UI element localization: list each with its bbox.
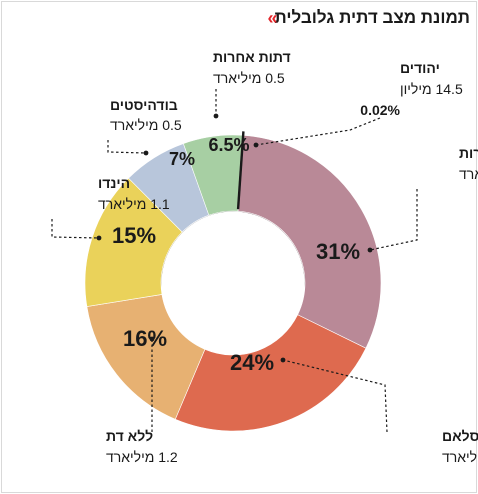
leader-line-buddhism xyxy=(107,140,147,154)
callout-amount-unaffiliated: 1.2 מיליארד xyxy=(106,449,178,465)
callout-amount-other: 0.5 מיליארד xyxy=(213,70,285,86)
callout-name-judaism: יהודים xyxy=(400,60,440,76)
callout-name-hinduism: הינדו xyxy=(98,175,130,191)
chart-header: » תמונת מצב דתית גלובלית xyxy=(262,8,470,28)
percent-label-buddhism: 7% xyxy=(169,149,195,169)
callout-buddhism: בודהיסטים 0.5 מיליארד xyxy=(107,97,182,156)
callout-amount-buddhism: 0.5 מיליארד xyxy=(110,117,182,133)
leader-line-hinduism xyxy=(51,219,100,239)
leader-dot-other xyxy=(213,113,219,119)
callout-name-christianity: נצרות xyxy=(459,145,478,161)
callout-other: דתות אחרות 0.5 מיליארד xyxy=(213,49,291,119)
callout-amount-islam: 1.8 מיליארד xyxy=(442,449,478,465)
leader-line-judaism xyxy=(255,117,381,146)
callout-christianity: נצרות 2.3 מיליארד xyxy=(367,145,478,253)
slice-islam xyxy=(174,314,367,432)
leader-dot-unaffiliated xyxy=(149,336,155,342)
chart-title: תמונת מצב דתית גלובלית xyxy=(274,8,470,27)
callout-amount-judaism: 14.5 מיליון xyxy=(400,81,463,97)
callout-unaffiliated: ללא דת 1.2 מיליארד xyxy=(106,336,178,465)
percent-label-islam: 24% xyxy=(230,350,274,375)
callout-percent-judaism: 0.02% xyxy=(360,102,400,118)
leader-line-christianity xyxy=(369,189,418,251)
leader-dot-christianity xyxy=(367,247,373,253)
leader-dot-buddhism xyxy=(143,150,149,156)
leader-line-islam xyxy=(282,359,388,433)
donut-slices xyxy=(84,131,382,432)
leader-dot-islam xyxy=(280,357,286,363)
percent-label-unaffiliated: 16% xyxy=(123,326,167,351)
callout-name-buddhism: בודהיסטים xyxy=(110,97,178,113)
callout-amount-hinduism: 1.1 מיליארד xyxy=(98,196,170,212)
callout-name-islam: אסלאם xyxy=(442,428,478,444)
slice-christianity xyxy=(237,135,382,349)
percent-label-hinduism: 15% xyxy=(112,223,156,248)
percent-label-other: 6.5% xyxy=(208,135,249,155)
percent-label-christianity: 31% xyxy=(316,239,360,264)
donut-hole xyxy=(161,222,305,366)
leader-dot-judaism xyxy=(253,142,259,148)
callout-name-unaffiliated: ללא דת xyxy=(106,428,153,444)
callout-name-other: דתות אחרות xyxy=(213,49,291,65)
slice-judaism xyxy=(236,131,245,210)
leader-dot-hinduism xyxy=(96,235,102,241)
callout-islam: אסלאם 1.8 מיליארד xyxy=(280,357,478,465)
callout-hinduism: הינדו 1.1 מיליארד xyxy=(51,175,170,241)
donut-wall-other xyxy=(208,210,239,216)
chevron-icon: » xyxy=(267,8,278,28)
callout-amount-christianity: 2.3 מיליארד xyxy=(459,166,478,182)
